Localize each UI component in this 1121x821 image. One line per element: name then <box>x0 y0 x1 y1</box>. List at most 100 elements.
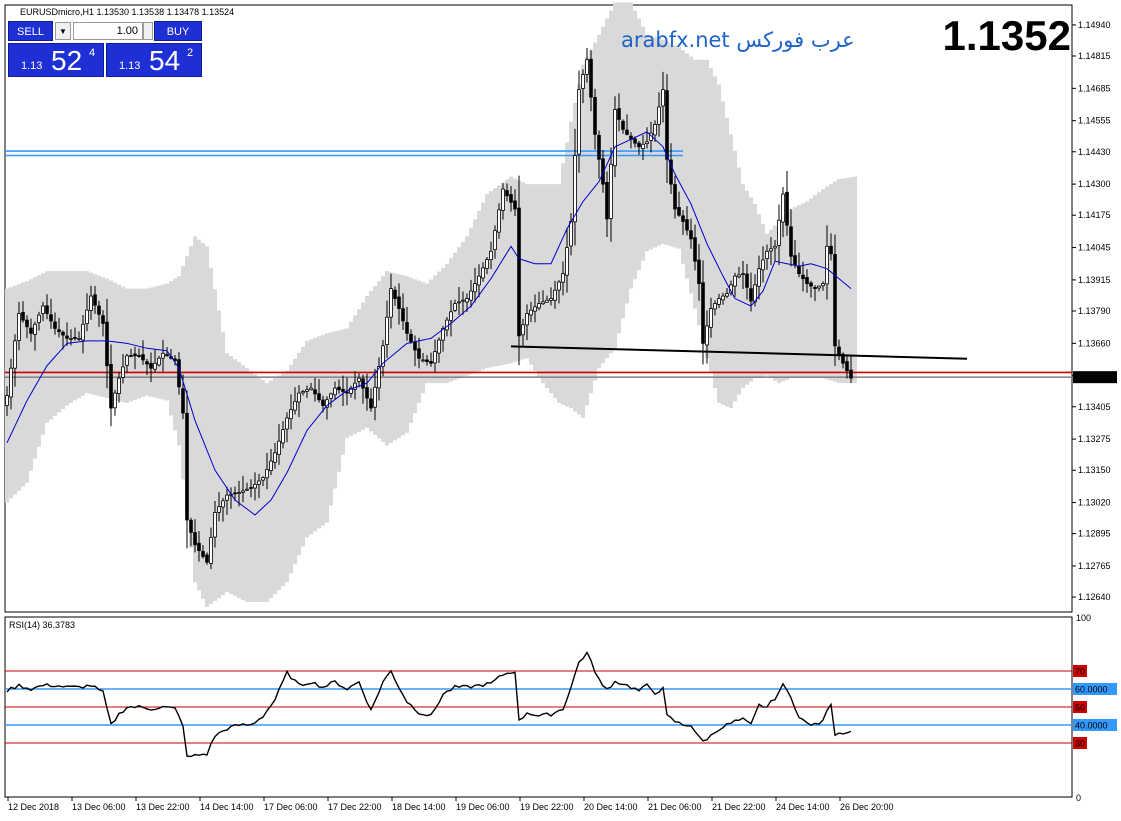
sell-button[interactable]: SELL <box>8 21 53 41</box>
candle <box>389 273 393 329</box>
candle <box>469 279 473 308</box>
candle <box>189 517 193 547</box>
candle <box>473 267 477 303</box>
candle <box>61 330 65 350</box>
candle <box>617 93 621 132</box>
sell-price-box[interactable]: 1.13 52 4 <box>8 43 104 77</box>
candle <box>113 389 117 416</box>
candle-body <box>233 492 237 495</box>
candle <box>613 96 617 178</box>
candle-body <box>225 494 229 501</box>
candle <box>845 354 849 379</box>
rsi-level-label: 60.0000 <box>1075 685 1108 695</box>
candle <box>153 349 157 373</box>
lot-dropdown-icon[interactable]: ▼ <box>55 22 71 40</box>
candle <box>653 120 657 142</box>
candle <box>821 281 825 291</box>
candle <box>805 269 809 293</box>
candle-body <box>605 182 609 220</box>
candle <box>665 74 669 184</box>
y-tick-label: 1.14300 <box>1078 179 1111 189</box>
candle <box>281 421 285 449</box>
candle-body <box>561 273 565 283</box>
candle-body <box>309 387 313 391</box>
candle-body <box>41 305 45 314</box>
support-trendline[interactable] <box>510 345 968 360</box>
lot-spinner[interactable] <box>143 22 153 40</box>
candle-body <box>357 377 361 382</box>
x-tick-label: 21 Dec 06:00 <box>648 802 702 812</box>
rsi-tick-label: 0 <box>1076 793 1081 803</box>
candle <box>289 394 293 430</box>
candle <box>149 352 153 383</box>
candle-body <box>49 314 53 322</box>
candle <box>709 297 713 338</box>
candle-body <box>101 315 105 324</box>
candle-body <box>685 219 689 231</box>
candle-body <box>585 59 589 75</box>
candle <box>557 280 561 304</box>
buy-price-box[interactable]: 1.13 54 2 <box>106 43 202 77</box>
candle-body <box>325 399 329 408</box>
candle <box>293 387 297 415</box>
candle <box>493 225 497 259</box>
lot-size-input[interactable]: 1.00 <box>73 22 143 40</box>
candle <box>313 377 317 402</box>
candle <box>157 355 161 367</box>
candle <box>437 337 441 364</box>
candle-body <box>545 299 549 303</box>
candle-body <box>713 303 717 310</box>
candle <box>101 310 105 337</box>
candle <box>585 47 589 83</box>
candle <box>109 344 113 427</box>
candle-body <box>361 378 365 389</box>
x-tick-label: 12 Dec 2018 <box>8 802 59 812</box>
candle-body <box>241 490 245 493</box>
candle <box>277 424 281 465</box>
candle-body <box>553 289 557 301</box>
candle <box>785 171 789 236</box>
candle-body <box>721 295 725 301</box>
candle-body <box>533 306 537 312</box>
candle <box>261 476 265 487</box>
candle <box>529 301 533 323</box>
candle-body <box>345 391 349 394</box>
candle <box>697 244 701 301</box>
candle-body <box>13 340 17 369</box>
candle-body <box>181 388 185 414</box>
candle <box>197 531 201 562</box>
candle-body <box>441 328 445 341</box>
candle <box>677 191 681 217</box>
candle-body <box>773 245 777 249</box>
candle <box>761 246 765 283</box>
x-tick-label: 26 Dec 20:00 <box>840 802 894 812</box>
candle <box>525 304 529 341</box>
candle <box>589 50 593 112</box>
candle <box>393 286 397 306</box>
candle-body <box>317 393 321 401</box>
candle-body <box>833 254 837 347</box>
candle <box>637 141 641 155</box>
candle-body <box>617 108 621 120</box>
candle-body <box>641 143 645 149</box>
candle-body <box>425 359 429 362</box>
candle-body <box>489 250 493 260</box>
candle-body <box>797 265 801 275</box>
candle-body <box>697 259 701 285</box>
candle <box>441 325 445 352</box>
buy-button[interactable]: BUY <box>154 21 202 41</box>
candle <box>745 263 749 300</box>
candle <box>401 293 405 330</box>
candle-body <box>485 259 489 269</box>
candle-body <box>709 308 713 328</box>
candle-body <box>793 255 797 266</box>
candle <box>789 209 793 267</box>
candle-body <box>393 289 397 299</box>
candle <box>449 300 453 337</box>
candle <box>221 497 225 522</box>
y-tick-label: 1.13405 <box>1078 402 1111 412</box>
candle-body <box>529 309 533 316</box>
candle <box>41 301 45 322</box>
